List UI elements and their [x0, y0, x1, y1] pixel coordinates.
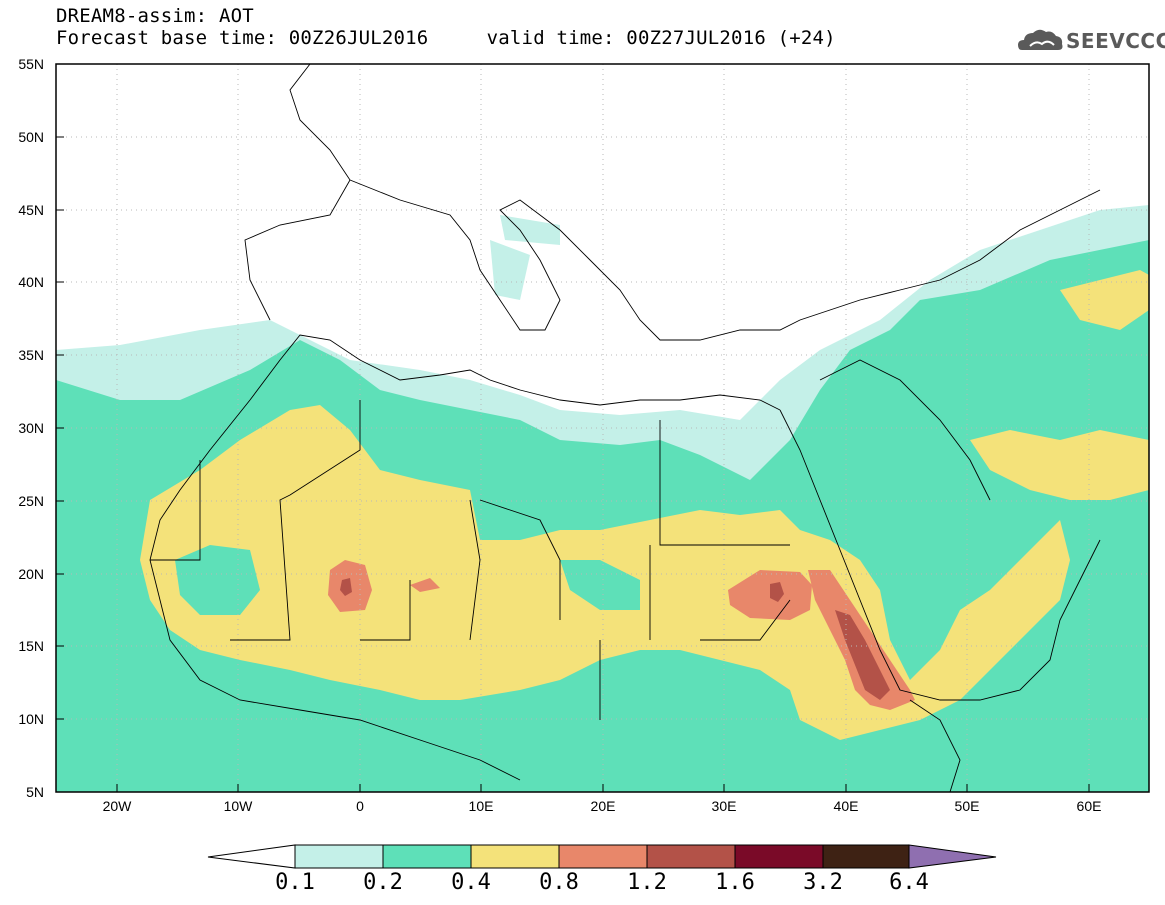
aot-band-0-1 [490, 240, 530, 300]
aot-band-0-8 [410, 578, 440, 592]
colorbar-swatch [822, 844, 910, 869]
lon-label: 40E [833, 798, 859, 814]
aot-band-0-1 [500, 215, 560, 245]
lat-label: 10N [18, 711, 44, 727]
lat-label: 50N [18, 129, 44, 145]
colorbar [207, 844, 997, 869]
coastlines [149, 64, 1101, 792]
lat-label: 55N [18, 56, 44, 72]
aot-band-0-4 [970, 430, 1149, 500]
colorbar-tick-label: 1.2 [627, 870, 667, 895]
lat-label: 20N [18, 566, 44, 582]
colorbar-swatch [294, 844, 384, 869]
lat-label: 35N [18, 347, 44, 363]
lon-label: 10E [468, 798, 494, 814]
colorbar-swatch [382, 844, 472, 869]
aot-band-1-2 [340, 578, 352, 596]
lon-label: 30E [711, 798, 737, 814]
colorbar-tick-label: 0.8 [539, 870, 579, 895]
forecast-time-subtitle: Forecast base time: 00Z26JUL2016 valid t… [56, 27, 836, 49]
colorbar-tick-label: 0.2 [363, 870, 403, 895]
colorbar-tick-label: 0.1 [275, 870, 315, 895]
colorbar-tick-label: 6.4 [889, 870, 929, 895]
colorbar-swatch [470, 844, 560, 869]
aot-band-0-2 [175, 545, 260, 615]
lon-label: 20E [590, 798, 616, 814]
brand-logo-text: SEEVCCC [1066, 29, 1165, 53]
map-title: DREAM8-assim: AOT [56, 5, 254, 27]
aot-band-1-2 [835, 610, 890, 700]
colorbar-swatch [558, 844, 648, 869]
lat-label: 30N [18, 420, 44, 436]
lon-label: 20W [102, 798, 132, 814]
lon-label: 0 [356, 798, 364, 814]
colorbar-tick-label: 0.4 [451, 870, 491, 895]
aot-contour-layer [56, 64, 1149, 792]
colorbar-swatch [646, 844, 736, 869]
lat-label: 40N [18, 274, 44, 290]
cloud-icon [1018, 29, 1063, 50]
lon-label: 10W [223, 798, 253, 814]
aot-band-0-4 [1060, 270, 1149, 330]
lat-label: 45N [18, 202, 44, 218]
aot-band-1-2 [770, 582, 784, 602]
lat-label: 5N [26, 784, 44, 800]
colorbar-tick-label: 1.6 [715, 870, 755, 895]
aot-band-0-2 [560, 560, 640, 610]
colorbar-max-arrow [908, 844, 997, 869]
colorbar-swatch [734, 844, 824, 869]
lon-label: 50E [954, 798, 980, 814]
colorbar-tick-label: 3.2 [803, 870, 843, 895]
lat-label: 25N [18, 493, 44, 509]
lat-label: 15N [18, 638, 44, 654]
axis-ticks [56, 63, 1090, 793]
colorbar-min-arrow [207, 844, 296, 869]
lon-label: 60E [1076, 798, 1102, 814]
